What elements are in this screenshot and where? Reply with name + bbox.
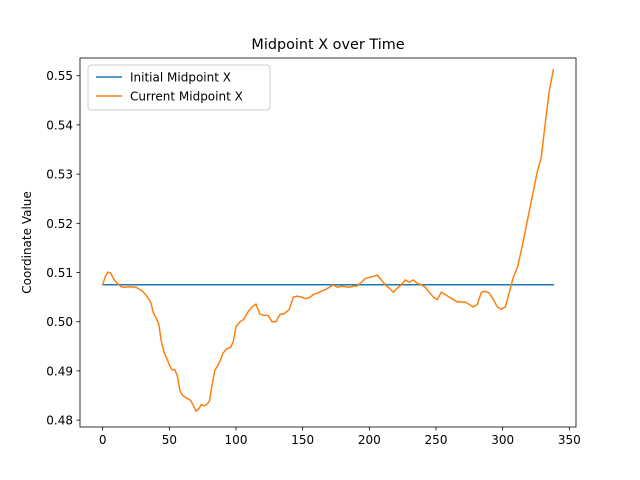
y-tick-label: 0.54 [46,118,73,132]
x-tick-label: 100 [225,433,248,447]
y-tick-label: 0.53 [46,168,73,182]
x-tick-label: 200 [358,433,381,447]
x-tick-label: 0 [99,433,107,447]
legend-entry-label: Current Midpoint X [130,90,243,104]
chart-title: Midpoint X over Time [251,37,404,53]
y-tick-label: 0.51 [46,266,73,280]
x-tick-label: 300 [491,433,514,447]
legend: Initial Midpoint X Current Midpoint X [87,64,271,111]
legend-box [87,64,271,111]
y-tick-label: 0.49 [46,364,73,378]
plot-frame [79,57,577,428]
plot-lines [101,68,555,413]
y-axis-label: Coordinate Value [20,191,34,294]
y-axis-ticks: 0.48 0.49 0.50 0.51 0.52 0.53 0.54 0.55 [46,69,80,428]
y-tick-label: 0.50 [46,315,73,329]
x-tick-label: 250 [425,433,448,447]
x-tick-label: 50 [162,433,177,447]
x-axis-ticks: 0 50 100 150 200 250 300 350 [99,427,581,447]
y-tick-label: 0.48 [46,414,73,428]
y-tick-label: 0.52 [46,217,73,231]
x-tick-label: 150 [291,433,314,447]
x-tick-label: 350 [558,433,581,447]
series-line-current-midpoint-x [101,68,555,413]
y-tick-label: 0.55 [46,69,73,83]
legend-entry-label: Initial Midpoint X [130,71,231,85]
